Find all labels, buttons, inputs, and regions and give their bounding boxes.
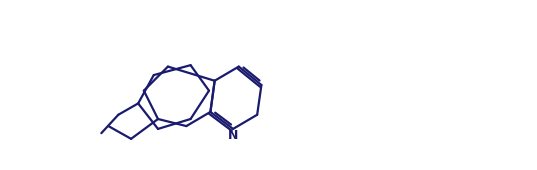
Text: N: N — [228, 129, 238, 142]
